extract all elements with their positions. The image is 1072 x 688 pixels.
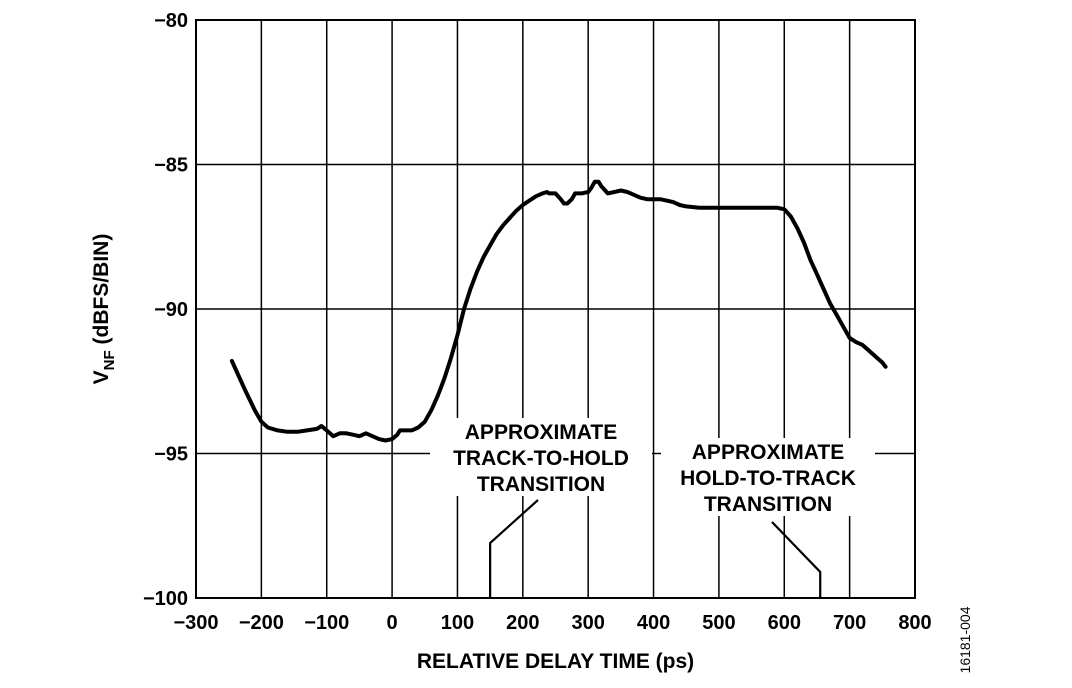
annotation-background	[661, 438, 875, 516]
figure-id: 16181-004	[957, 606, 973, 673]
y-axis-title-units: (dBFS/BIN)	[90, 234, 113, 351]
series-line	[229, 179, 888, 443]
x-tick-label: 200	[506, 612, 539, 634]
x-tick-label: 100	[441, 612, 474, 634]
x-tick-label: −300	[173, 612, 218, 634]
x-tick-label: 600	[768, 612, 801, 634]
y-tick-label: −90	[154, 299, 188, 321]
plot-frame	[195, 19, 916, 599]
annotation-text: TRACK-TO-HOLD	[453, 447, 629, 470]
annotation-leader	[489, 499, 539, 598]
y-tick-label: −100	[143, 588, 188, 610]
x-tick-label: 0	[387, 612, 398, 634]
annotation-text: APPROXIMATE	[465, 421, 617, 444]
y-tick-label: −95	[154, 444, 188, 466]
x-tick-label: 500	[702, 612, 735, 634]
x-tick-label: 400	[637, 612, 670, 634]
y-tick-labels: −80 −85 −90 −95 −100	[143, 10, 188, 610]
x-tick-label: 800	[898, 612, 931, 634]
annotation-text: TRANSITION	[477, 473, 605, 496]
y-tick-label: −80	[154, 10, 188, 32]
x-tick-label: −200	[239, 612, 284, 634]
y-tick-label: −85	[154, 155, 188, 177]
annotation-leader	[771, 521, 822, 598]
x-tick-label: 300	[571, 612, 604, 634]
annotation-text: TRANSITION	[704, 493, 832, 516]
annotation-text: HOLD-TO-TRACK	[680, 467, 856, 490]
annotation-leaders	[489, 499, 822, 598]
x-tick-label: 700	[833, 612, 866, 634]
annotation-text: APPROXIMATE	[692, 441, 844, 464]
y-axis-title-subscript: NF	[101, 350, 118, 370]
y-axis-title-main: V	[90, 370, 113, 384]
y-axis-title: VNF (dBFS/BIN)	[90, 234, 118, 385]
annotation-labels: APPROXIMATE TRACK-TO-HOLD TRANSITION APPROX…	[430, 418, 875, 516]
annotation-background	[430, 418, 652, 496]
x-tick-labels: −300 −200 −100 0 100 200 300 400 500 600 700 800	[173, 612, 931, 634]
x-tick-label: −100	[304, 612, 349, 634]
x-axis-title: RELATIVE DELAY TIME (ps)	[417, 650, 694, 673]
